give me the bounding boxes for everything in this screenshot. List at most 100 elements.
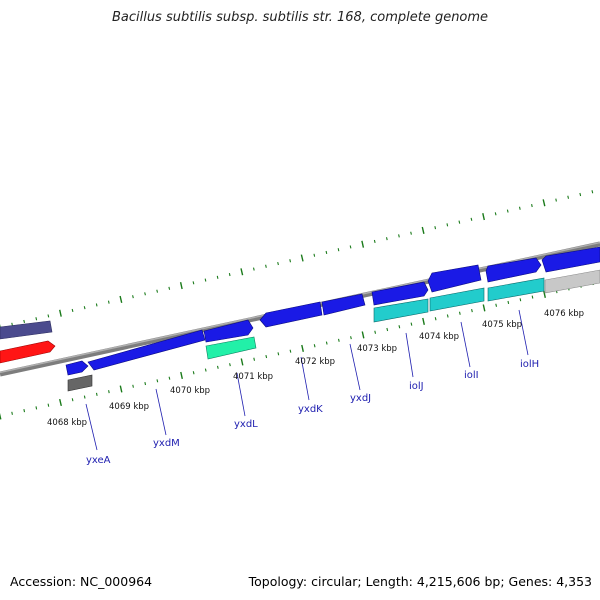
- cds-feature-yxdM: [87, 329, 206, 371]
- inner-minor-tick: [434, 317, 437, 321]
- outer-minor-tick: [83, 306, 86, 310]
- outer-minor-tick: [204, 278, 207, 282]
- scale-label: 4074 kbp: [419, 332, 459, 342]
- accession-text: Accession: NC_000964: [10, 574, 153, 589]
- inner-minor-tick: [277, 352, 280, 356]
- inner-minor-tick: [446, 314, 449, 318]
- inner-minor-tick: [23, 408, 26, 413]
- gene-label-yxdM[interactable]: yxdM: [153, 438, 180, 449]
- outer-minor-tick: [11, 322, 13, 326]
- inner-minor-tick: [410, 322, 413, 326]
- gene-labels: yxeA yxdM yxdL yxdK yxdJ iolJ iolI iolH: [86, 359, 539, 466]
- cyan-feature-iolH: [487, 277, 545, 302]
- outer-minor-tick: [216, 275, 219, 279]
- outer-minor-tick: [410, 231, 412, 235]
- genome-summary-text: Topology: circular; Length: 4,215,606 bp…: [248, 574, 592, 589]
- inner-minor-tick: [337, 338, 340, 342]
- inner-minor-tick: [313, 344, 316, 348]
- inner-major-tick: [59, 398, 62, 407]
- outer-major-tick: [482, 213, 485, 221]
- outer-major-tick: [179, 282, 183, 290]
- gene-label-yxdJ[interactable]: yxdJ: [350, 393, 371, 404]
- gene-label-iolI[interactable]: iolI: [464, 370, 479, 381]
- outer-major-tick: [421, 226, 425, 234]
- inner-minor-tick: [519, 298, 522, 302]
- outer-minor-tick: [325, 250, 328, 255]
- outer-minor-tick: [591, 190, 594, 194]
- inner-major-tick: [119, 385, 123, 393]
- scale-label: 4072 kbp: [295, 357, 335, 367]
- gene-leader-lines: [85, 309, 529, 451]
- cds-feature-iolI: [427, 264, 482, 293]
- inner-minor-tick: [216, 365, 219, 369]
- inner-minor-tick: [471, 308, 473, 313]
- inner-major-tick: [361, 331, 365, 339]
- inner-minor-tick: [71, 398, 74, 402]
- outer-minor-tick: [47, 314, 50, 318]
- outer-minor-tick: [289, 259, 292, 263]
- cds-feature-yxdK: [259, 301, 323, 328]
- outer-minor-tick: [71, 308, 74, 313]
- outer-minor-tick: [470, 217, 473, 221]
- outer-minor-tick: [349, 245, 352, 249]
- inner-minor-tick: [83, 395, 86, 399]
- inner-minor-tick: [265, 354, 268, 359]
- inner-minor-tick: [289, 349, 292, 353]
- cds-feature-yxdL: [203, 319, 254, 343]
- gray-feature: [67, 374, 93, 392]
- scale-label: 4071 kbp: [233, 372, 273, 382]
- outer-minor-tick: [567, 195, 570, 199]
- inner-minor-tick: [495, 303, 498, 307]
- inner-major-tick: [422, 317, 425, 325]
- cyan-feature-iolJ: [373, 298, 429, 323]
- gene-label-yxdK[interactable]: yxdK: [298, 404, 323, 415]
- scale-label: 4070 kbp: [170, 386, 210, 396]
- outer-minor-tick: [518, 206, 521, 210]
- outer-minor-tick: [144, 292, 146, 296]
- outer-minor-tick: [156, 289, 159, 293]
- outer-major-tick: [361, 240, 365, 248]
- gene-label-iolH[interactable]: iolH: [520, 359, 539, 370]
- outer-minor-tick: [107, 300, 110, 304]
- gene-label-iolJ[interactable]: iolJ: [409, 381, 424, 392]
- rrna-feature-red: [0, 340, 56, 364]
- gene-label-yxdL[interactable]: yxdL: [234, 419, 258, 430]
- outer-minor-tick: [458, 220, 461, 224]
- outer-minor-tick: [265, 264, 267, 268]
- outer-major-tick: [119, 295, 123, 303]
- outer-minor-tick: [506, 209, 509, 213]
- inner-minor-tick: [168, 376, 171, 380]
- outer-minor-tick: [192, 281, 195, 285]
- inner-minor-tick: [132, 384, 134, 388]
- lightgray-feature: [544, 269, 600, 294]
- scale-label: 4068 kbp: [47, 418, 87, 428]
- scale-label: 4075 kbp: [482, 320, 522, 330]
- inner-minor-tick: [156, 379, 159, 383]
- scale-labels: 4068 kbp 4069 kbp 4070 kbp 4071 kbp 4072…: [47, 309, 584, 428]
- inner-minor-tick: [35, 406, 38, 410]
- outer-minor-tick: [252, 267, 255, 271]
- inner-major-tick: [180, 371, 183, 380]
- outer-minor-tick: [531, 203, 533, 208]
- inner-minor-tick: [350, 336, 352, 340]
- outer-minor-tick: [398, 234, 400, 238]
- outer-minor-tick: [385, 237, 388, 241]
- feature-track: [65, 246, 600, 392]
- inner-minor-tick: [204, 368, 207, 372]
- inner-minor-tick: [374, 330, 377, 334]
- cds-feature-purple: [0, 320, 53, 340]
- map-title: Bacillus subtilis subsp. subtilis str. 1…: [111, 10, 489, 25]
- outer-minor-tick: [555, 198, 557, 202]
- inner-minor-tick: [386, 327, 389, 332]
- inner-minor-tick: [47, 403, 50, 407]
- gene-label-yxeA[interactable]: yxeA: [86, 455, 111, 466]
- inner-major-tick: [0, 412, 2, 420]
- inner-minor-tick: [253, 357, 256, 361]
- outer-minor-tick: [35, 317, 38, 321]
- inner-major-tick: [482, 304, 486, 312]
- outer-major-tick: [300, 254, 304, 262]
- inner-major-tick: [240, 358, 244, 366]
- inner-minor-tick: [325, 341, 328, 345]
